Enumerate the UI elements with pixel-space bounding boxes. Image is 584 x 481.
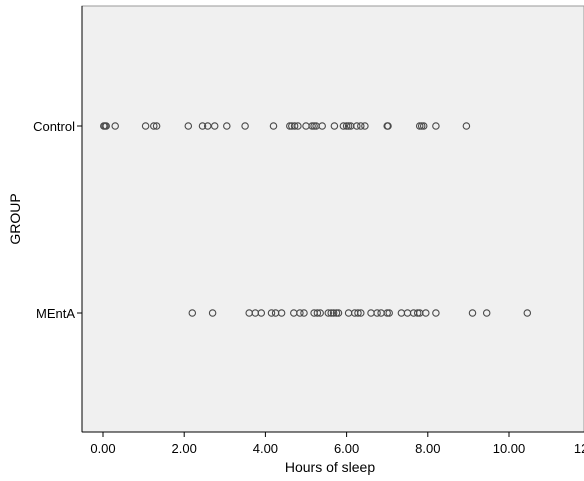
x-axis-ticks: 0.00 2.00 4.00 6.00 8.00 10.00 12.00 bbox=[90, 432, 584, 456]
data-point bbox=[210, 122, 219, 130]
data-point bbox=[257, 309, 266, 317]
data-point bbox=[286, 122, 294, 130]
data-point bbox=[523, 309, 532, 317]
data-point bbox=[188, 309, 197, 317]
x-tick-label: 8.00 bbox=[415, 441, 440, 456]
data-point bbox=[267, 309, 276, 317]
data-point bbox=[344, 122, 353, 130]
data-point bbox=[353, 122, 361, 130]
data-point bbox=[332, 309, 341, 317]
data-point bbox=[300, 309, 308, 317]
data-point bbox=[413, 309, 422, 317]
data-point bbox=[468, 309, 477, 317]
y-axis-title: GROUP bbox=[7, 193, 23, 244]
data-point bbox=[208, 309, 217, 317]
data-points bbox=[100, 122, 532, 317]
data-point bbox=[198, 122, 207, 130]
data-point bbox=[318, 122, 326, 130]
x-tick-label: 4.00 bbox=[253, 441, 278, 456]
x-tick-label: 2.00 bbox=[172, 441, 197, 456]
data-point bbox=[422, 309, 430, 317]
x-tick-label: 0.00 bbox=[90, 441, 115, 456]
data-point bbox=[330, 122, 339, 130]
data-point bbox=[313, 309, 322, 317]
data-point bbox=[111, 122, 119, 130]
data-point bbox=[316, 309, 324, 317]
data-point bbox=[308, 122, 316, 130]
data-point bbox=[327, 309, 335, 317]
y-tick-label: Control bbox=[33, 119, 75, 134]
data-point bbox=[385, 309, 393, 317]
data-point bbox=[324, 309, 333, 317]
data-point bbox=[290, 122, 299, 130]
data-point bbox=[384, 122, 392, 130]
data-point bbox=[277, 309, 286, 317]
data-point bbox=[269, 122, 278, 130]
x-axis-title: Hours of sleep bbox=[285, 459, 375, 475]
x-tick-label: 10.00 bbox=[493, 441, 526, 456]
data-point bbox=[354, 309, 362, 317]
data-point bbox=[361, 122, 369, 130]
data-point bbox=[417, 122, 426, 130]
data-point bbox=[223, 122, 231, 130]
data-point bbox=[294, 122, 302, 130]
data-point bbox=[432, 122, 440, 130]
data-point bbox=[482, 309, 491, 317]
data-point bbox=[310, 122, 318, 130]
data-point bbox=[241, 122, 249, 130]
data-point bbox=[150, 122, 158, 130]
data-point bbox=[419, 122, 428, 130]
data-point bbox=[339, 122, 348, 130]
data-point bbox=[357, 309, 365, 317]
x-tick-label: 6.00 bbox=[334, 441, 359, 456]
data-point bbox=[342, 122, 351, 130]
data-point bbox=[334, 309, 343, 317]
data-point bbox=[329, 309, 338, 317]
data-point bbox=[462, 122, 471, 130]
data-point bbox=[415, 122, 424, 130]
data-point bbox=[102, 122, 110, 130]
x-tick-label: 12.00 bbox=[574, 441, 584, 456]
data-point bbox=[383, 309, 391, 317]
data-point bbox=[152, 122, 161, 130]
data-point bbox=[357, 122, 365, 130]
data-point bbox=[184, 122, 193, 130]
data-point bbox=[373, 309, 381, 317]
y-tick-label: MEntA bbox=[36, 306, 75, 321]
plot-area bbox=[81, 5, 584, 433]
data-point bbox=[141, 122, 150, 130]
data-point bbox=[296, 309, 304, 317]
data-point bbox=[432, 309, 440, 317]
y-axis-ticks: Control MEntA bbox=[33, 119, 82, 321]
data-point bbox=[203, 122, 212, 130]
